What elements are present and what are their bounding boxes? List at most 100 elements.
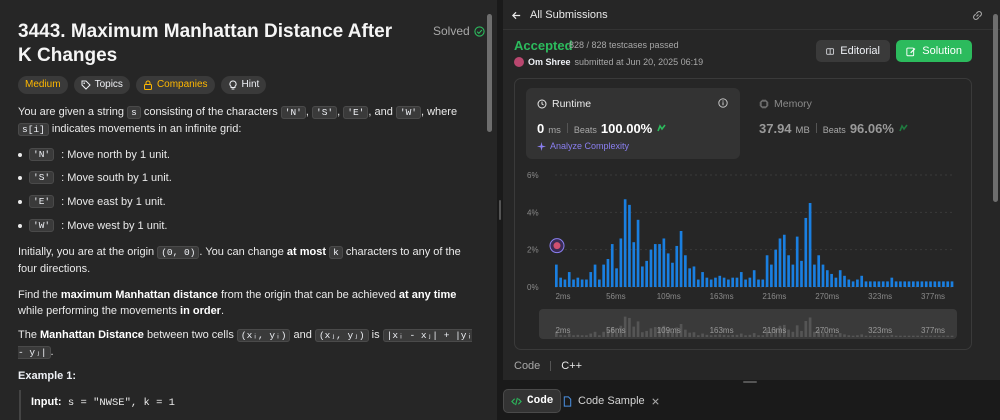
chart-bar (864, 281, 868, 287)
runtime-label: Runtime (552, 98, 592, 110)
text: . (50, 346, 54, 358)
chart-bar (950, 281, 954, 287)
chart-bar (817, 255, 821, 287)
text: Find the (18, 289, 61, 301)
close-icon[interactable] (650, 396, 661, 407)
overview-bar (808, 317, 812, 337)
editorial-label: Editorial (840, 45, 880, 57)
chart-bar (748, 277, 752, 287)
runtime-unit: ms (548, 125, 561, 136)
text: indicates movements in an infinite grid: (48, 123, 242, 135)
difficulty-tag[interactable]: Medium (18, 76, 68, 94)
tab-code-sample[interactable]: Code Sample (555, 389, 668, 413)
link-icon[interactable] (971, 9, 984, 22)
overview-tick-label: 163ms (710, 326, 734, 335)
chart-bar (795, 236, 799, 287)
back-link[interactable]: All Submissions (511, 9, 608, 21)
code-n: 'N' (280, 106, 306, 119)
overview-bar (804, 320, 808, 337)
chart-bar (813, 264, 816, 287)
chart-bar (692, 266, 696, 287)
bullet-dot (18, 223, 22, 228)
chart-bar (718, 275, 722, 287)
chart-bar (658, 244, 661, 287)
chart-bar (907, 281, 911, 287)
x-tick-label: 270ms (815, 292, 839, 301)
companies-label: Companies (156, 79, 208, 90)
divider-handle[interactable] (499, 200, 501, 220)
overview-bar (937, 335, 941, 337)
overview-bar (653, 327, 657, 337)
overview-bar (589, 333, 593, 337)
overview-bar (843, 334, 846, 337)
overview-bar (722, 334, 726, 337)
chart-bar (761, 279, 765, 287)
analyze-complexity-link[interactable]: Analyze Complexity (537, 141, 629, 151)
editorial-button[interactable]: Editorial (816, 40, 890, 62)
bullet-code: 'S' (29, 171, 55, 184)
overview-bar (645, 330, 648, 337)
chart-bar (653, 244, 657, 287)
chart-bar (632, 242, 636, 287)
resize-handle[interactable] (743, 381, 757, 383)
chart-bar (709, 279, 713, 287)
user-marker-avatar (553, 242, 561, 250)
text: and (290, 329, 315, 341)
overview-bar (916, 335, 919, 337)
overview-bar (714, 334, 717, 337)
beats-label: Beats (573, 125, 597, 135)
chart-bar (765, 255, 769, 287)
right-scrollbar[interactable] (993, 14, 998, 202)
overview-bar (899, 335, 902, 337)
chart-bar (684, 255, 687, 287)
overview-bar (671, 331, 674, 337)
overview-bar (770, 331, 773, 337)
x-tick-label: 2ms (555, 292, 570, 301)
bullet-text: : Move west by 1 unit. (61, 219, 168, 232)
chart-bar (929, 281, 932, 287)
code-k: k (329, 246, 343, 259)
overview-bar (868, 335, 872, 337)
submission-panel: All Submissions Accepted 828 / 828 testc… (503, 0, 1000, 380)
topics-tag[interactable]: Topics (73, 76, 130, 94)
memory-value: 37.94 (759, 121, 792, 136)
avatar (514, 57, 524, 67)
overview-bar (580, 335, 584, 337)
overview-bar (950, 335, 954, 337)
chart-bar (787, 255, 790, 287)
hint-tag[interactable]: Hint (220, 76, 267, 94)
overview-bar (684, 329, 687, 337)
tab-code[interactable]: Code (503, 389, 562, 413)
list-item: 'S': Move south by 1 unit. (18, 171, 172, 184)
chart-bar (580, 279, 584, 287)
code-s: s (127, 106, 141, 119)
chart-bar (937, 281, 941, 287)
example-input-value: s = "NWSE", k = 1 (67, 397, 175, 409)
chart-bar (649, 249, 653, 287)
chart-bar (675, 245, 679, 287)
problem-tags: Medium Topics Companies Hint (18, 76, 267, 94)
overview-bar (920, 335, 924, 337)
description-manhattan: The Manhattan Distance between two cells… (18, 327, 478, 361)
info-icon[interactable] (718, 98, 728, 108)
overview-bar (838, 333, 842, 337)
runtime-card[interactable]: Runtime 0 ms Beats 100.00% Analyze Compl… (526, 88, 740, 159)
chart-bar (851, 281, 855, 287)
overview-bar (688, 332, 691, 337)
overview-bar (705, 334, 709, 337)
chip-icon (759, 99, 769, 109)
companies-tag[interactable]: Companies (135, 76, 215, 94)
chart-bar (911, 281, 915, 287)
memory-value-row: 37.94 MB Beats 96.06% (759, 121, 909, 136)
solution-button[interactable]: Solution (896, 40, 972, 62)
overview-bar (834, 334, 838, 337)
runtime-distribution-chart[interactable]: 6% 4% 2% 0% 2ms 56ms 109ms 163ms 216ms 270ms 323ms… (515, 167, 973, 351)
left-scrollbar[interactable] (487, 14, 492, 132)
topics-label: Topics (94, 79, 123, 90)
user-name[interactable]: Om Shree (528, 57, 571, 67)
memory-header[interactable]: Memory (759, 98, 812, 110)
code-label: Code (514, 360, 541, 372)
overview-bar (739, 333, 743, 337)
overview-tick-label: 56ms (606, 326, 626, 335)
overview-tick-label: 109ms (657, 326, 681, 335)
